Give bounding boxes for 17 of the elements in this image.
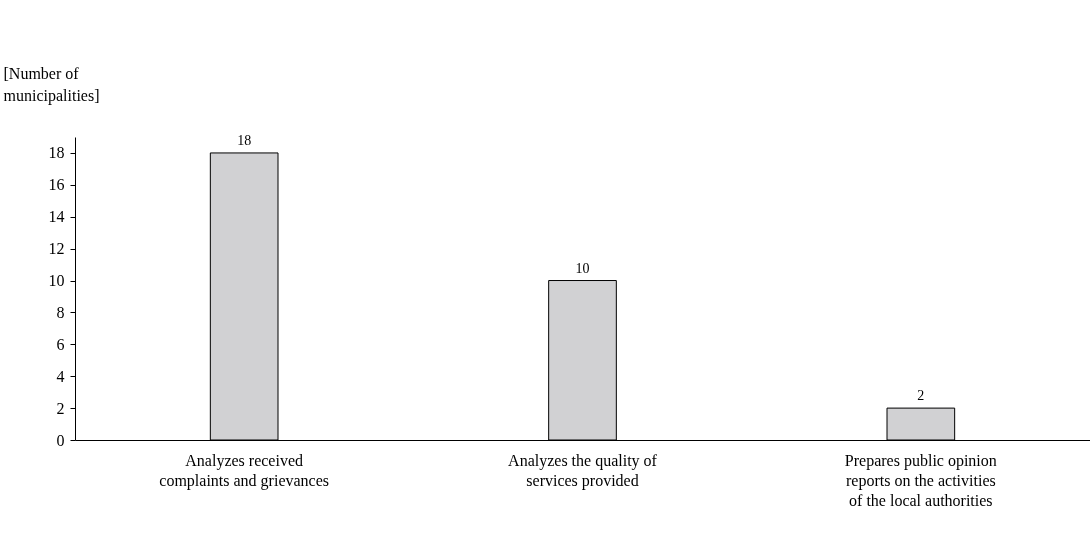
data-label: 2 (917, 388, 925, 404)
y-tick-label: 16 (48, 176, 65, 194)
x-tick-label: Analyzes the quality of services provided (508, 451, 658, 490)
y-tick-label: 4 (56, 367, 65, 385)
y-axis-title: [Number of municipalities] (3, 64, 100, 105)
y-tick-label: 2 (56, 399, 65, 417)
y-tick-label: 14 (48, 208, 65, 226)
y-tick-label: 18 (48, 144, 65, 162)
y-tick-label: 6 (56, 335, 65, 353)
x-tick-label: Prepares public opinion reports on the activities of the local authorities (844, 451, 997, 509)
data-label: 18 (237, 132, 252, 148)
y-tick-label: 8 (56, 303, 65, 321)
y-tick-label: 10 (48, 272, 65, 290)
y-tick-label: 12 (48, 240, 65, 258)
y-tick-label: 0 (56, 431, 65, 449)
data-label: 10 (575, 260, 590, 276)
x-tick-label: Analyzes received complaints and grievances (159, 451, 330, 490)
